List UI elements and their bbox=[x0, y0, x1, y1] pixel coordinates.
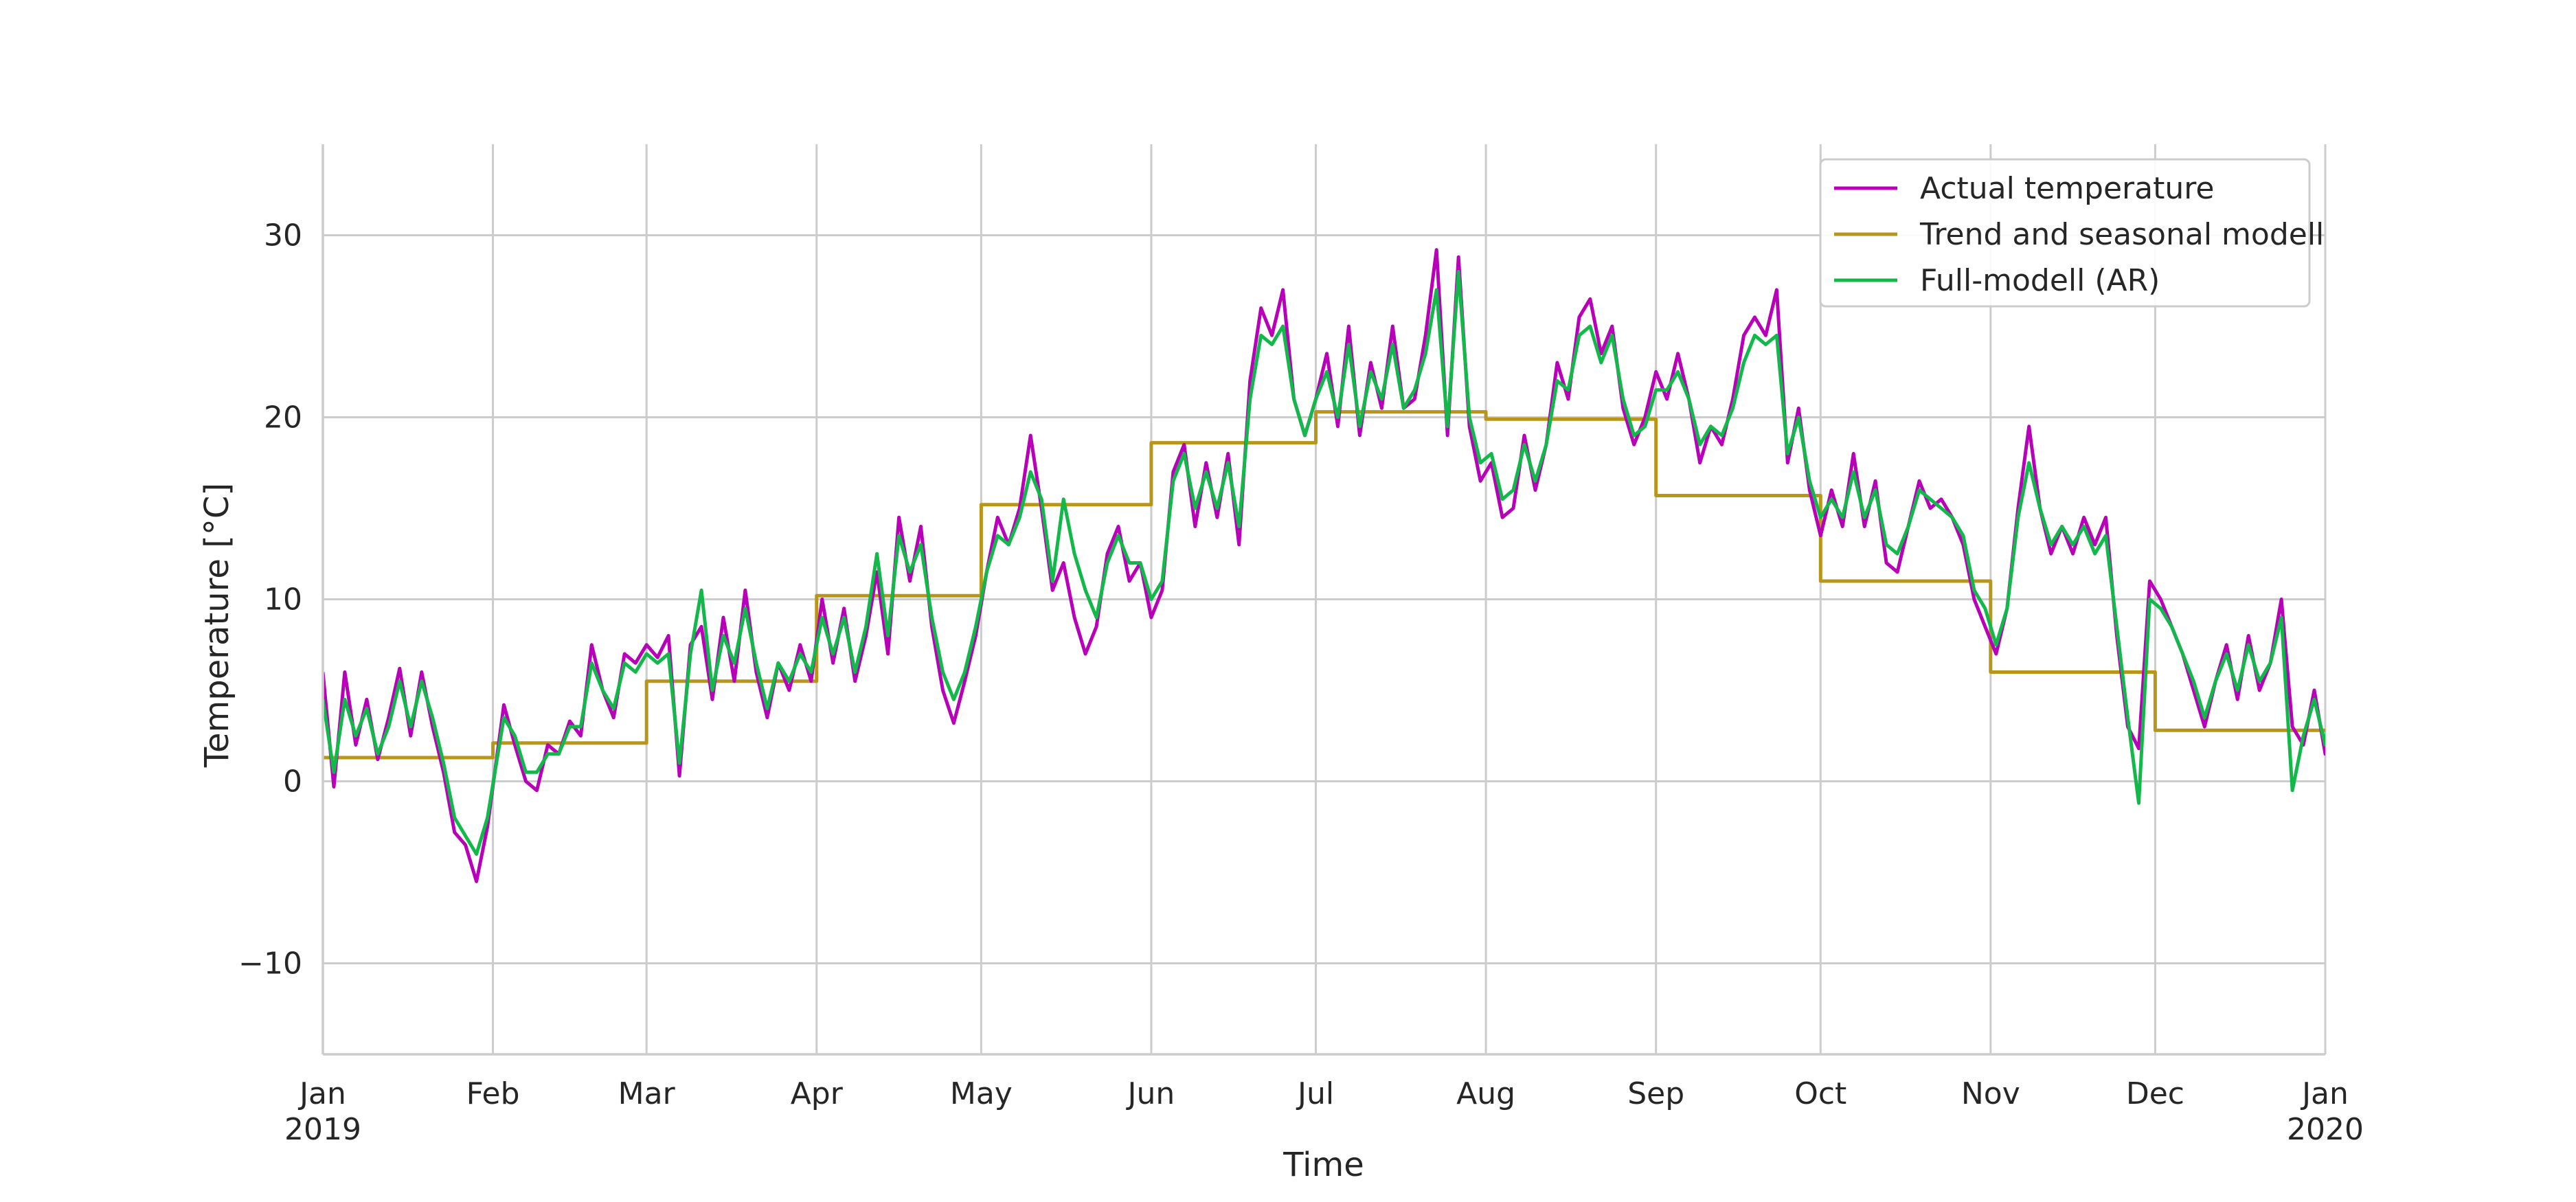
y-axis-title: Temperature [°C] bbox=[198, 483, 236, 768]
y-tick-label: 30 bbox=[264, 218, 302, 253]
y-tick-label: 10 bbox=[264, 582, 302, 617]
y-tick-label: −10 bbox=[238, 946, 302, 982]
x-tick-label: Nov bbox=[1961, 1076, 2020, 1111]
x-tick-label: Jan bbox=[2300, 1076, 2349, 1111]
legend-label: Actual temperature bbox=[1920, 171, 2214, 206]
x-tick-label: Jul bbox=[1296, 1076, 1334, 1111]
x-tick-label: Sep bbox=[1627, 1076, 1684, 1111]
series-lines bbox=[323, 248, 2325, 883]
x-tick-year-label: 2020 bbox=[2287, 1112, 2364, 1147]
legend: Actual temperature Trend and seasonal mod… bbox=[1819, 158, 2324, 308]
x-axis-title: Time bbox=[1283, 1146, 1364, 1184]
x-tick-label: Oct bbox=[1794, 1076, 1846, 1111]
x-tick-label: Apr bbox=[791, 1076, 844, 1111]
legend-label: Full-modell (AR) bbox=[1920, 263, 2160, 298]
x-tick-label: Feb bbox=[466, 1076, 520, 1111]
x-tick-label: Aug bbox=[1456, 1076, 1515, 1111]
x-tick-label: Jan bbox=[297, 1076, 346, 1111]
x-tick-year-label: 2019 bbox=[284, 1112, 361, 1147]
y-tick-label: 20 bbox=[264, 400, 302, 435]
series-line-1 bbox=[323, 410, 2325, 760]
x-tick-label: May bbox=[950, 1076, 1013, 1111]
x-tick-label: Mar bbox=[618, 1076, 676, 1111]
y-tick-label: 0 bbox=[283, 764, 302, 800]
legend-box bbox=[1819, 158, 2311, 308]
series-line-2 bbox=[323, 270, 2325, 856]
x-tick-label: Dec bbox=[2126, 1076, 2184, 1111]
x-tick-label: Jun bbox=[1126, 1076, 1175, 1111]
legend-label: Trend and seasonal modell bbox=[1919, 217, 2324, 252]
